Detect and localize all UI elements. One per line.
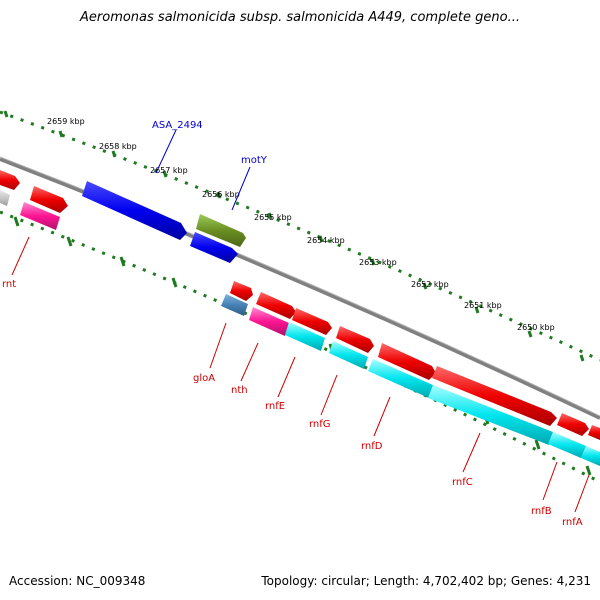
scale-label: 2650 kbp [517, 323, 555, 332]
gene-asa2494[interactable] [82, 181, 187, 240]
gene-arrow[interactable] [378, 343, 436, 380]
gene-rnfB[interactable] [548, 432, 586, 458]
gene-rnfE[interactable] [285, 322, 325, 351]
accession-text: Accession: NC_009348 [9, 574, 146, 588]
reverse-strand-genes [0, 190, 600, 466]
gene-label-rnt[interactable]: rnt [2, 279, 16, 290]
scale-label: 2655 kbp [254, 213, 292, 222]
inner-tick-ring [0, 210, 600, 484]
gene-motY[interactable] [196, 214, 246, 247]
gene-label-motY[interactable]: motY [241, 155, 268, 166]
gene-arrow[interactable] [557, 413, 589, 436]
scale-labels: 2659 kbp 2658 kbp 2657 kbp 2656 kbp 2655… [47, 117, 555, 332]
reverse-label-leaders [11, 236, 590, 513]
gene-label-nth[interactable]: nth [231, 385, 248, 396]
map-title: Aeromonas salmonicida subsp. salmonicida… [80, 10, 520, 25]
genome-summary-text: Topology: circular; Length: 4,702,402 bp… [261, 574, 591, 588]
gene-arrow[interactable] [190, 232, 238, 263]
gene-rnfC[interactable] [428, 385, 553, 445]
gene-label-rnfD[interactable]: rnfD [361, 441, 383, 452]
gene-rnt[interactable] [20, 202, 60, 230]
gene-arrow[interactable] [432, 366, 557, 426]
gene-nth[interactable] [249, 307, 289, 336]
gene-label-rnfG[interactable]: rnfG [309, 419, 331, 430]
gene-arrow[interactable] [30, 186, 68, 213]
gene-rnfD[interactable] [368, 359, 433, 398]
scale-label: 2654 kbp [307, 236, 345, 245]
gene-label-rnfA[interactable]: rnfA [562, 517, 583, 528]
gene-label-asa2494[interactable]: ASA_2494 [152, 120, 203, 131]
scale-label: 2653 kbp [359, 258, 397, 267]
gene-arrow[interactable] [230, 281, 253, 301]
forward-strand-genes [0, 170, 246, 247]
scale-label: 2656 kbp [202, 190, 240, 199]
gene-label-rnfE[interactable]: rnfE [265, 401, 285, 412]
gene-rnfG[interactable] [329, 341, 368, 369]
forward-label-leaders [155, 129, 251, 211]
gene-label-rnfC[interactable]: rnfC [452, 477, 473, 488]
gene-arrow[interactable] [256, 292, 296, 319]
gene-arrow[interactable] [292, 308, 332, 335]
gene-rnfA[interactable] [581, 446, 600, 466]
scale-label: 2658 kbp [99, 142, 137, 151]
gene-arrow[interactable] [0, 190, 10, 206]
scale-label: 2659 kbp [47, 117, 85, 126]
scale-label: 2657 kbp [150, 166, 188, 175]
forward-gene-labels: ASA_2494 motY [152, 120, 268, 166]
reverse-gene-labels: rnt gloA nth rnfE rnfG rnfD rnfC rnfB rn… [2, 279, 583, 528]
gene-arrow[interactable] [336, 326, 374, 353]
gene-label-gloA[interactable]: gloA [193, 373, 215, 384]
scale-label: 2651 kbp [464, 301, 502, 310]
outer-scale-ring [0, 110, 600, 362]
scale-label: 2652 kbp [411, 280, 449, 289]
gene-arrow[interactable] [588, 425, 600, 440]
gene-arrow[interactable] [0, 170, 20, 190]
gene-gloA[interactable] [221, 294, 248, 316]
gene-label-rnfB[interactable]: rnfB [531, 506, 552, 517]
